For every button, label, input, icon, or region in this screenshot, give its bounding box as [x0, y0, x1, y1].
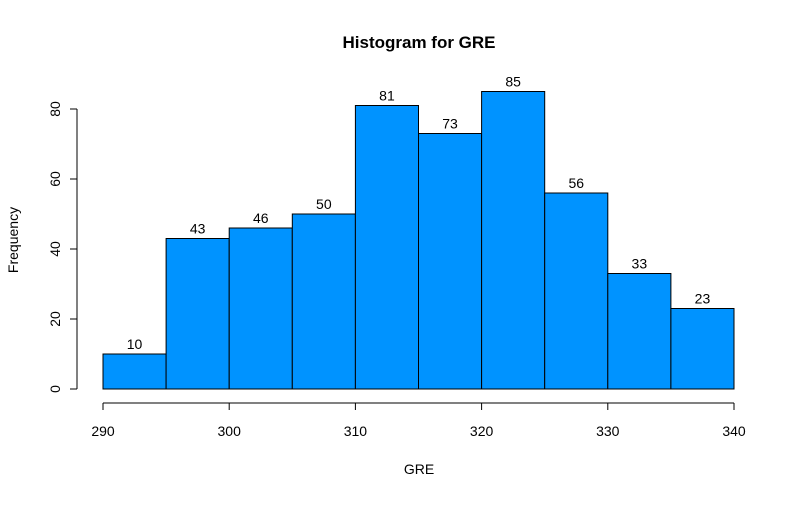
histogram-bar	[481, 91, 546, 390]
bar-data-label: 23	[695, 291, 711, 307]
x-tick-label: 300	[218, 423, 242, 439]
histogram-bar	[228, 227, 293, 390]
y-tick-label: 40	[47, 241, 63, 257]
y-axis-label: Frequency	[5, 207, 21, 273]
chart-title: Histogram for GRE	[342, 33, 495, 52]
bar-data-label: 56	[568, 175, 584, 191]
x-tick-label: 290	[91, 423, 115, 439]
x-tick-label: 310	[344, 423, 368, 439]
histogram-bar	[607, 273, 672, 390]
histogram-bar	[418, 133, 483, 390]
histogram-bar	[354, 105, 419, 390]
histogram-bar	[544, 192, 609, 390]
bar-data-label: 10	[127, 336, 143, 352]
bar-data-label: 46	[253, 210, 269, 226]
bar-data-label: 50	[316, 196, 332, 212]
x-axis: 290 300 310 320 330 340	[91, 402, 746, 439]
histogram-bar	[291, 213, 356, 390]
y-tick-label: 20	[47, 311, 63, 327]
y-axis: 0 20 40 60 80	[47, 101, 78, 393]
x-tick-label: 330	[596, 423, 620, 439]
histogram-bar	[670, 308, 735, 390]
bar-data-label: 85	[505, 74, 521, 90]
x-axis-label: GRE	[404, 461, 434, 477]
y-tick-label: 0	[47, 385, 63, 393]
histogram-bar	[165, 238, 230, 390]
y-tick-label: 60	[47, 171, 63, 187]
x-tick-label: 340	[722, 423, 746, 439]
y-tick-label: 80	[47, 101, 63, 117]
histogram-bar	[102, 353, 167, 390]
bars-group: 10 43 46 50 81 73 85 56 33 23	[102, 74, 735, 390]
bar-data-label: 43	[190, 221, 206, 237]
bar-data-label: 33	[632, 256, 648, 272]
bar-data-label: 81	[379, 88, 395, 104]
bar-data-label: 73	[442, 116, 458, 132]
x-tick-label: 320	[470, 423, 494, 439]
